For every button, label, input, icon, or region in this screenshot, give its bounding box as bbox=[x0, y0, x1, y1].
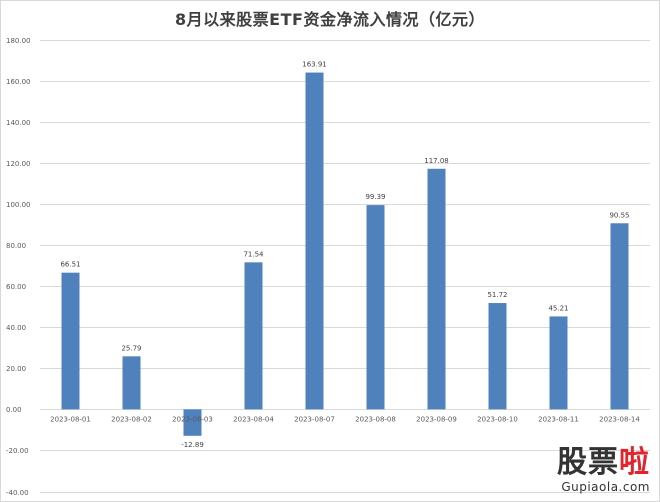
x-tick-label: 2023-08-11 bbox=[538, 415, 579, 423]
y-tick-label: 40.00 bbox=[6, 324, 26, 332]
data-label: 90.55 bbox=[609, 211, 629, 219]
y-tick-label: 0.00 bbox=[6, 406, 22, 414]
y-tick-label: 80.00 bbox=[6, 242, 26, 250]
data-label: 163.91 bbox=[302, 61, 327, 69]
y-tick-label: 20.00 bbox=[6, 365, 26, 373]
data-label: 25.79 bbox=[121, 344, 141, 352]
watermark: 股票啦 Gupiaola.com bbox=[557, 448, 650, 495]
x-tick-label: 2023-08-02 bbox=[111, 415, 152, 423]
y-tick-label: 60.00 bbox=[6, 283, 26, 291]
y-tick-label: -20.00 bbox=[6, 447, 29, 455]
bar bbox=[427, 168, 446, 410]
data-label: 51.72 bbox=[487, 291, 507, 299]
x-tick-label: 2023-08-03 bbox=[172, 415, 213, 423]
y-tick-label: 140.00 bbox=[6, 119, 31, 127]
y-tick-label: 180.00 bbox=[6, 37, 31, 45]
bar bbox=[244, 262, 263, 410]
data-label: 99.39 bbox=[365, 193, 385, 201]
data-label: -12.89 bbox=[181, 441, 204, 449]
watermark-url: Gupiaola.com bbox=[561, 480, 650, 494]
data-label: 66.51 bbox=[60, 261, 80, 269]
watermark-logo-accent: 啦 bbox=[619, 445, 650, 480]
x-tick-label: 2023-08-04 bbox=[233, 415, 274, 423]
x-tick-label: 2023-08-09 bbox=[416, 415, 457, 423]
bar bbox=[305, 72, 324, 410]
data-label: 71.54 bbox=[243, 250, 264, 258]
y-tick-label: 100.00 bbox=[6, 201, 31, 209]
x-tick-label: 2023-08-08 bbox=[355, 415, 396, 423]
bar bbox=[610, 223, 629, 410]
x-tick-label: 2023-08-07 bbox=[294, 415, 335, 423]
x-tick-label: 2023-08-14 bbox=[599, 415, 640, 423]
y-tick-label: 160.00 bbox=[6, 78, 31, 86]
chart-title: 8月以来股票ETF资金净流入情况（亿元） bbox=[175, 10, 485, 29]
watermark-logo-main: 股票 bbox=[557, 445, 619, 480]
bar bbox=[488, 303, 507, 410]
y-tick-label: -40.00 bbox=[6, 489, 29, 497]
x-tick-label: 2023-08-10 bbox=[477, 415, 518, 423]
data-label: 45.21 bbox=[548, 304, 568, 312]
bar bbox=[366, 205, 385, 410]
x-tick-label: 2023-08-01 bbox=[50, 415, 91, 423]
watermark-logo: 股票啦 bbox=[557, 448, 650, 478]
bar bbox=[549, 316, 568, 410]
bar bbox=[183, 409, 202, 436]
y-tick-label: 120.00 bbox=[6, 160, 31, 168]
data-label: 117.08 bbox=[424, 157, 449, 165]
bar bbox=[122, 356, 141, 410]
bar bbox=[61, 272, 80, 410]
